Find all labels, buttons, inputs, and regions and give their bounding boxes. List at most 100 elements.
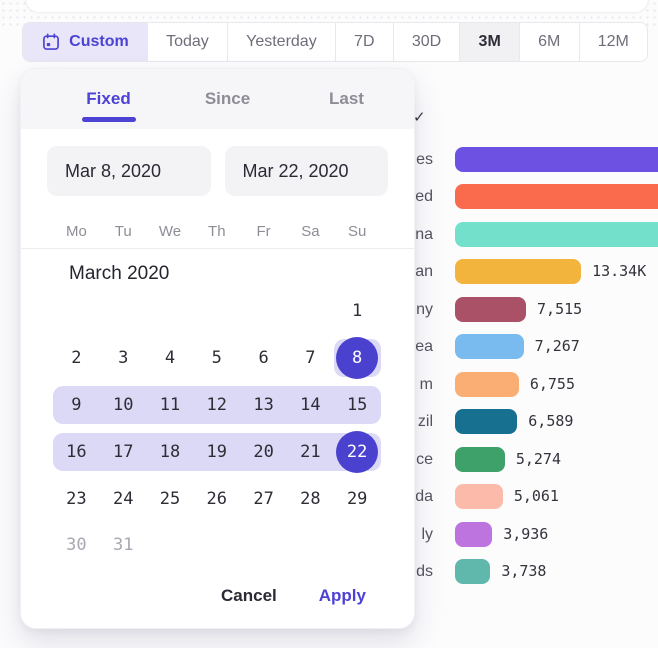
day-number: 1 [352,301,363,322]
day-4[interactable]: 4 [147,335,194,382]
tab-since[interactable]: Since [168,69,287,129]
bar [455,221,658,247]
range-preset-custom[interactable]: Custom [23,23,147,61]
day-26[interactable]: 26 [193,475,240,522]
bar [455,184,658,209]
category-label: ds [416,563,433,580]
day-11[interactable]: 11 [146,382,194,429]
chart-row: m 6,755 [0,371,658,397]
day-3[interactable]: 3 [100,335,147,382]
weekday-label: Tu [114,223,132,240]
day-8[interactable]: 8 [333,335,381,382]
empty-day-cell [53,288,100,335]
week-row: 16 17 18 19 20 21 22 [53,428,414,475]
tab-label: Last [329,89,364,108]
tab-last[interactable]: Last [287,69,406,129]
day-15[interactable]: 15 [333,382,381,429]
day-25[interactable]: 25 [147,475,194,522]
range-preset-12m[interactable]: 12M [578,23,647,61]
check-icon: ✓ [413,109,426,126]
day-number: 17 [112,441,134,462]
value-label: 6,589 [528,412,574,430]
tab-fixed[interactable]: Fixed [49,69,168,129]
end-date-input[interactable]: Mar 22, 2020 [224,146,388,196]
category-label: an [415,263,433,280]
bar [455,446,505,472]
day-number: 18 [159,441,181,462]
day-9[interactable]: 9 [53,382,100,429]
day-13[interactable]: 13 [240,382,287,429]
weekday-label: Sa [301,223,320,240]
chart-row: an 13.34K [0,259,658,284]
category-label: zil [417,413,433,430]
cancel-button[interactable]: Cancel [221,586,277,605]
bar [455,484,503,509]
day-30[interactable]: 30 [53,522,100,569]
category-label: ly [421,525,433,543]
day-7[interactable]: 7 [287,335,334,382]
value-label: 3,936 [503,524,549,543]
apply-button[interactable]: Apply [318,586,366,605]
day-22[interactable]: 22 [333,428,381,475]
day-number: 25 [159,488,181,509]
day-2[interactable]: 2 [53,335,100,382]
empty-day-cell [147,522,194,569]
value-label: 5,274 [515,449,561,468]
value-label: 7,267 [534,337,580,355]
day-number: 2 [71,348,82,369]
toolbar: Custom Today Yesterday 7D 30D 3M 6M 12M [22,22,648,62]
chart-row: da 5,061 [0,484,658,509]
divider [21,248,414,249]
day-29[interactable]: 29 [334,475,381,522]
range-preset-today[interactable]: Today [146,23,227,61]
calendar-grid: 1 2 3 4 5 6 7 8 9 10 11 12 13 14 15 16 17 18 19 20 21 22 23 24 2… [53,288,414,569]
category-label: da [415,488,433,505]
day-12[interactable]: 12 [193,382,240,429]
day-number: 16 [66,441,87,462]
range-preset-yesterday[interactable]: Yesterday [226,23,335,61]
day-23[interactable]: 23 [53,475,100,522]
day-1[interactable]: 1 [334,288,381,335]
chart-row: ce 5,274 [0,446,658,472]
day-number: 30 [66,535,87,556]
day-number: 6 [258,348,269,369]
chart-row: ea 7,267 [0,334,658,359]
day-14[interactable]: 14 [286,382,334,429]
day-10[interactable]: 10 [99,382,147,429]
day-19[interactable]: 19 [193,428,240,475]
day-16[interactable]: 16 [53,428,100,475]
range-preset-6m[interactable]: 6M [518,23,579,61]
day-18[interactable]: 18 [146,428,194,475]
month-title: March 2020 [69,263,170,284]
preset-label: 6M [538,33,561,50]
weekday-label: We [158,223,182,240]
day-24[interactable]: 24 [100,475,147,522]
day-20[interactable]: 20 [240,428,287,475]
value-label: 3,738 [501,562,547,580]
empty-day-cell [193,288,240,335]
weekday-header: Mo Tu We Th Fr Sa Su [53,223,414,240]
day-28[interactable]: 28 [287,475,334,522]
week-row: 1 [53,288,414,335]
day-27[interactable]: 27 [240,475,287,522]
day-number: 10 [112,394,134,415]
date-range-popup: Fixed Since Last Mar 8, 2020 Mar 22, 2020 … [20,68,415,629]
selected-day-circle: 22 [336,430,379,473]
range-preset-30d[interactable]: 30D [392,23,460,61]
date-inputs-row: Mar 8, 2020 Mar 22, 2020 [47,146,388,196]
day-6[interactable]: 6 [240,335,287,382]
category-label: na [415,225,433,243]
range-preset-7d[interactable]: 7D [334,23,393,61]
range-preset-3m[interactable]: 3M [459,23,519,61]
day-21[interactable]: 21 [286,428,334,475]
chart-row: zil 6,589 [0,409,658,434]
day-5[interactable]: 5 [193,335,240,382]
day-number: 20 [253,441,274,462]
preset-label: Custom [69,33,129,50]
category-label: ny [416,300,433,318]
day-31[interactable]: 31 [100,522,147,569]
day-number: 12 [206,394,228,415]
start-date-input[interactable]: Mar 8, 2020 [47,146,211,196]
day-17[interactable]: 17 [99,428,147,475]
